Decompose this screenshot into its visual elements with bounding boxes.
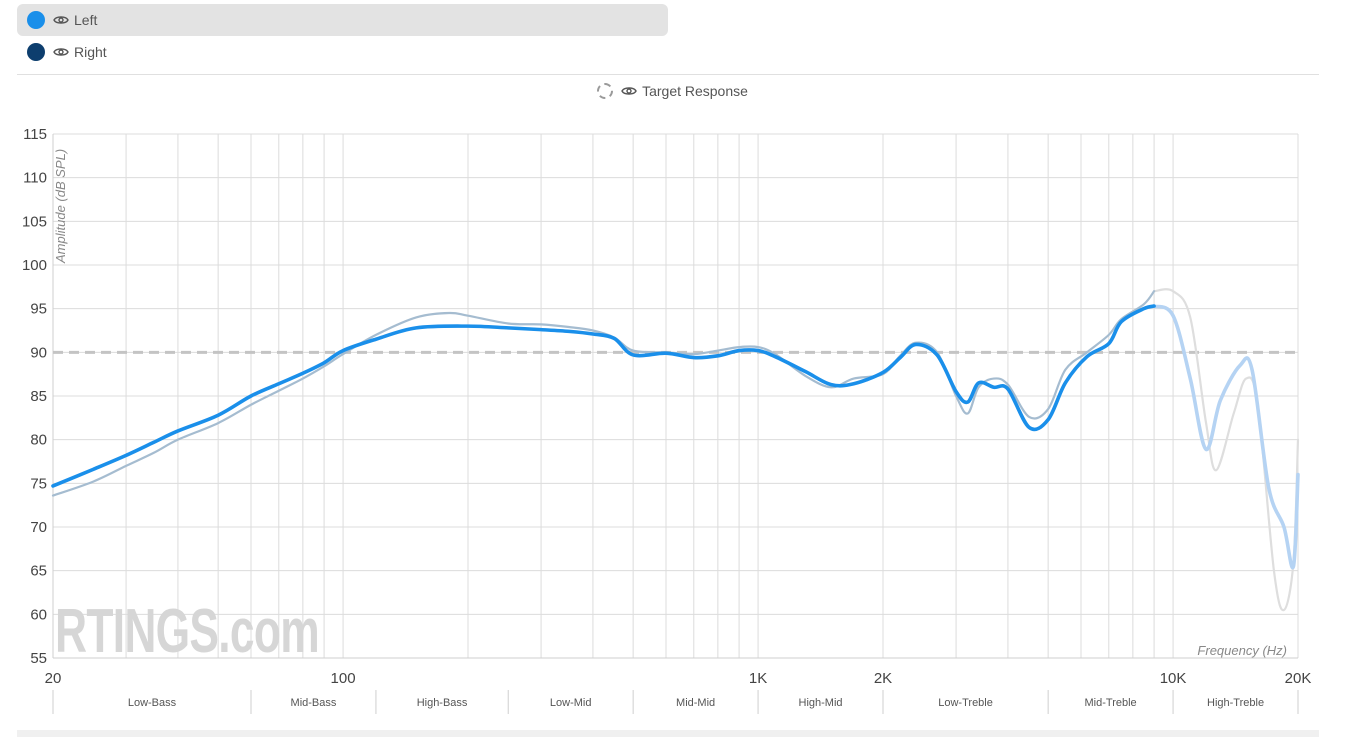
target-dashed-circle-icon [597,83,614,99]
y-axis-title: Amplitude (dB SPL) [53,149,68,264]
series-left-line [51,304,1156,488]
x-tick-label: 100 [331,670,356,687]
eye-icon[interactable] [53,44,69,60]
band-label: Low-Treble [938,697,993,709]
right-color-dot [27,43,45,61]
frequency-response-chart: 55 60 65 70 75 80 85 90 95 100 105 110 115 RTINGS.com… [22,126,1312,714]
y-tick-label: 105 [22,213,47,230]
y-tick-label: 70 [30,519,47,536]
series-right-line [51,290,1156,497]
legend-label-right: Right [74,44,107,60]
band-label: Low-Mid [550,697,592,709]
x-tick-label: 2K [874,670,892,687]
series-left-faded-line [1152,304,1300,570]
series-right-faded-line [1152,288,1300,612]
band-label: Mid-Mid [676,697,715,709]
y-tick-label: 60 [30,606,47,623]
band-label: High-Treble [1207,697,1264,709]
y-tick-label: 110 [23,170,47,187]
legend-item-target[interactable]: Target Response [0,80,1345,102]
legend-item-right[interactable]: Right [17,36,668,68]
x-axis-title: Frequency (Hz) [1197,643,1287,658]
legend-label-left: Left [74,12,98,28]
legend-label-target: Target Response [642,83,748,99]
watermark-logo: RTINGS.com [55,597,319,666]
x-tick-label: 20K [1285,670,1312,687]
y-tick-label: 65 [30,563,47,580]
y-tick-label: 95 [30,301,47,318]
y-tick-label: 80 [30,432,47,449]
y-tick-label: 55 [30,650,47,667]
x-tick-label: 1K [749,670,767,687]
band-label: High-Bass [417,697,468,709]
y-tick-label: 90 [30,344,47,361]
x-tick-label: 10K [1160,670,1187,687]
legend-divider [17,74,1319,75]
band-label: Mid-Bass [291,697,337,709]
x-tick-label: 20 [45,670,62,687]
bottom-scroll-bar [17,730,1319,737]
y-tick-label: 115 [23,126,47,143]
eye-icon[interactable] [53,12,69,28]
legend-item-left[interactable]: Left [17,4,668,36]
band-label: High-Mid [799,697,843,709]
band-label: Low-Bass [128,697,177,709]
y-tick-label: 75 [30,475,47,492]
y-tick-label: 100 [22,257,47,274]
eye-icon[interactable] [621,83,637,99]
left-color-dot [27,11,45,29]
band-label: Mid-Treble [1085,697,1137,709]
y-tick-label: 85 [30,388,47,405]
